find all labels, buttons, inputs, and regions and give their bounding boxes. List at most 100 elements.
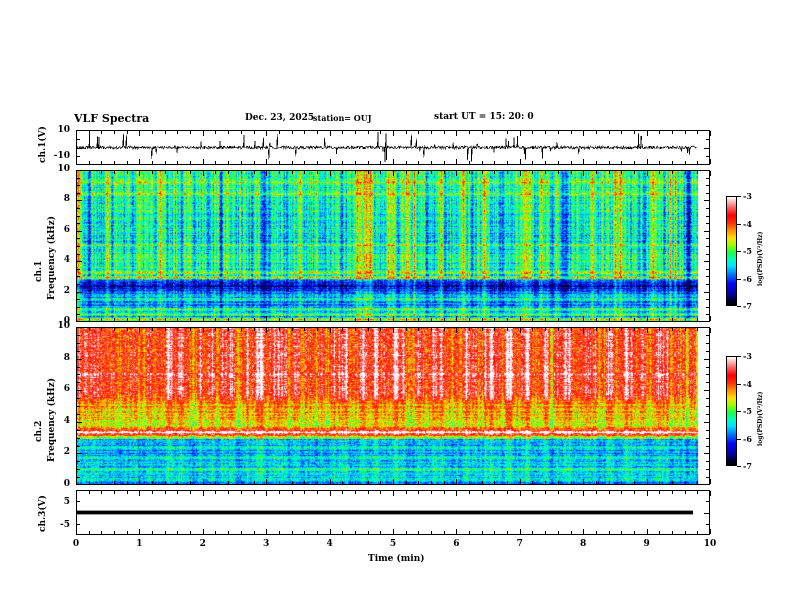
axis-tick — [697, 531, 699, 534]
axis-tick — [704, 490, 709, 491]
axis-tick — [608, 328, 610, 331]
axis-tick — [215, 171, 217, 174]
page-title: VLF Spectra — [74, 112, 150, 125]
axis-tick — [671, 131, 673, 134]
axis-tick — [684, 171, 686, 174]
axis-tick — [77, 350, 80, 352]
axis-tick — [545, 531, 547, 534]
axis-tick — [240, 481, 242, 484]
axis-tick — [418, 131, 420, 134]
axis-tick — [240, 531, 242, 534]
axis-tick — [77, 130, 82, 131]
axis-tick — [704, 327, 709, 328]
axis-tick — [418, 161, 420, 164]
axis-tick — [77, 276, 80, 278]
axis-tick — [507, 531, 509, 534]
axis-tick — [367, 491, 369, 494]
colorbar-tick-label: -3 — [743, 191, 752, 201]
axis-tick — [240, 491, 242, 494]
axis-tick — [77, 253, 80, 255]
axis-tick — [126, 531, 128, 534]
axis-tick — [228, 328, 230, 331]
colorbar-tick-label: -4 — [743, 378, 752, 389]
axis-tick — [706, 445, 709, 447]
axis-tick — [304, 171, 306, 174]
axis-tick — [240, 328, 242, 331]
axis-tick — [431, 171, 433, 174]
colorbar-tick-label: -3 — [743, 351, 752, 361]
x-axis-tick-label: 2 — [199, 539, 206, 549]
axis-tick — [608, 491, 610, 494]
axis-tick — [380, 481, 382, 484]
axis-tick — [139, 529, 141, 534]
axis-tick — [545, 328, 547, 331]
axis-tick — [304, 531, 306, 534]
axis-tick — [215, 481, 217, 484]
axis-tick — [77, 534, 82, 535]
ch3-ytick-top: 5 — [63, 497, 70, 507]
axis-tick — [519, 159, 521, 164]
axis-tick — [583, 529, 585, 534]
axis-tick — [240, 318, 242, 321]
axis-tick — [706, 276, 709, 278]
axis-tick — [570, 531, 572, 534]
colorbar-ch1-label: log(PSD)(V²/Hz) — [757, 231, 764, 286]
axis-tick — [177, 531, 179, 534]
axis-tick — [77, 382, 80, 384]
axis-tick — [706, 523, 709, 525]
axis-tick — [77, 192, 80, 194]
axis-tick — [469, 328, 471, 331]
axis-tick — [431, 328, 433, 331]
axis-tick — [684, 161, 686, 164]
axis-tick — [126, 161, 128, 164]
y-axis-tick-label: 6 — [63, 384, 70, 395]
axis-tick — [380, 161, 382, 164]
x-axis-tick-label: 0 — [72, 539, 80, 549]
axis-tick — [88, 161, 90, 164]
ch1-axis-label: ch.1(V) — [38, 126, 48, 163]
axis-tick — [266, 491, 268, 496]
axis-tick — [329, 328, 331, 333]
axis-tick — [77, 208, 80, 209]
axis-tick — [164, 491, 166, 494]
axis-tick — [393, 159, 394, 164]
axis-tick — [152, 318, 154, 321]
axis-tick — [595, 318, 597, 321]
axis-tick — [443, 491, 445, 494]
axis-tick — [704, 421, 709, 423]
axis-tick — [519, 479, 521, 484]
x-axis-tick-label: 3 — [263, 539, 270, 549]
axis-tick — [202, 479, 204, 484]
axis-tick — [706, 185, 709, 187]
axis-tick — [704, 358, 709, 360]
axis-tick — [706, 382, 709, 384]
axis-tick — [126, 481, 128, 484]
axis-tick — [77, 413, 80, 415]
axis-tick — [114, 531, 116, 534]
axis-tick — [329, 159, 331, 164]
axis-tick — [570, 491, 572, 494]
axis-tick — [367, 161, 369, 164]
axis-tick — [77, 261, 82, 263]
axis-tick — [456, 479, 458, 484]
axis-tick — [706, 299, 709, 301]
colorbar-ch1 — [726, 196, 737, 306]
axis-tick — [126, 491, 128, 494]
axis-tick — [190, 328, 192, 331]
axis-tick — [621, 531, 623, 534]
axis-tick — [557, 171, 559, 174]
start-ut-label: start UT = 15: 20: 0 — [434, 112, 534, 122]
axis-tick — [706, 461, 709, 463]
axis-tick — [418, 171, 420, 174]
axis-tick — [706, 208, 709, 209]
axis-tick — [164, 161, 166, 164]
axis-tick — [583, 491, 585, 496]
axis-tick — [354, 318, 356, 321]
axis-tick — [481, 171, 483, 174]
x-axis-label: Time (min) — [368, 554, 425, 564]
axis-tick — [633, 161, 635, 164]
colorbar-ch2-label: log(PSD)(V²/Hz) — [757, 391, 764, 446]
axis-tick — [77, 170, 82, 171]
ch2-spec-axis-label-units: Frequency (kHz) — [47, 377, 57, 462]
axis-tick — [494, 161, 496, 164]
